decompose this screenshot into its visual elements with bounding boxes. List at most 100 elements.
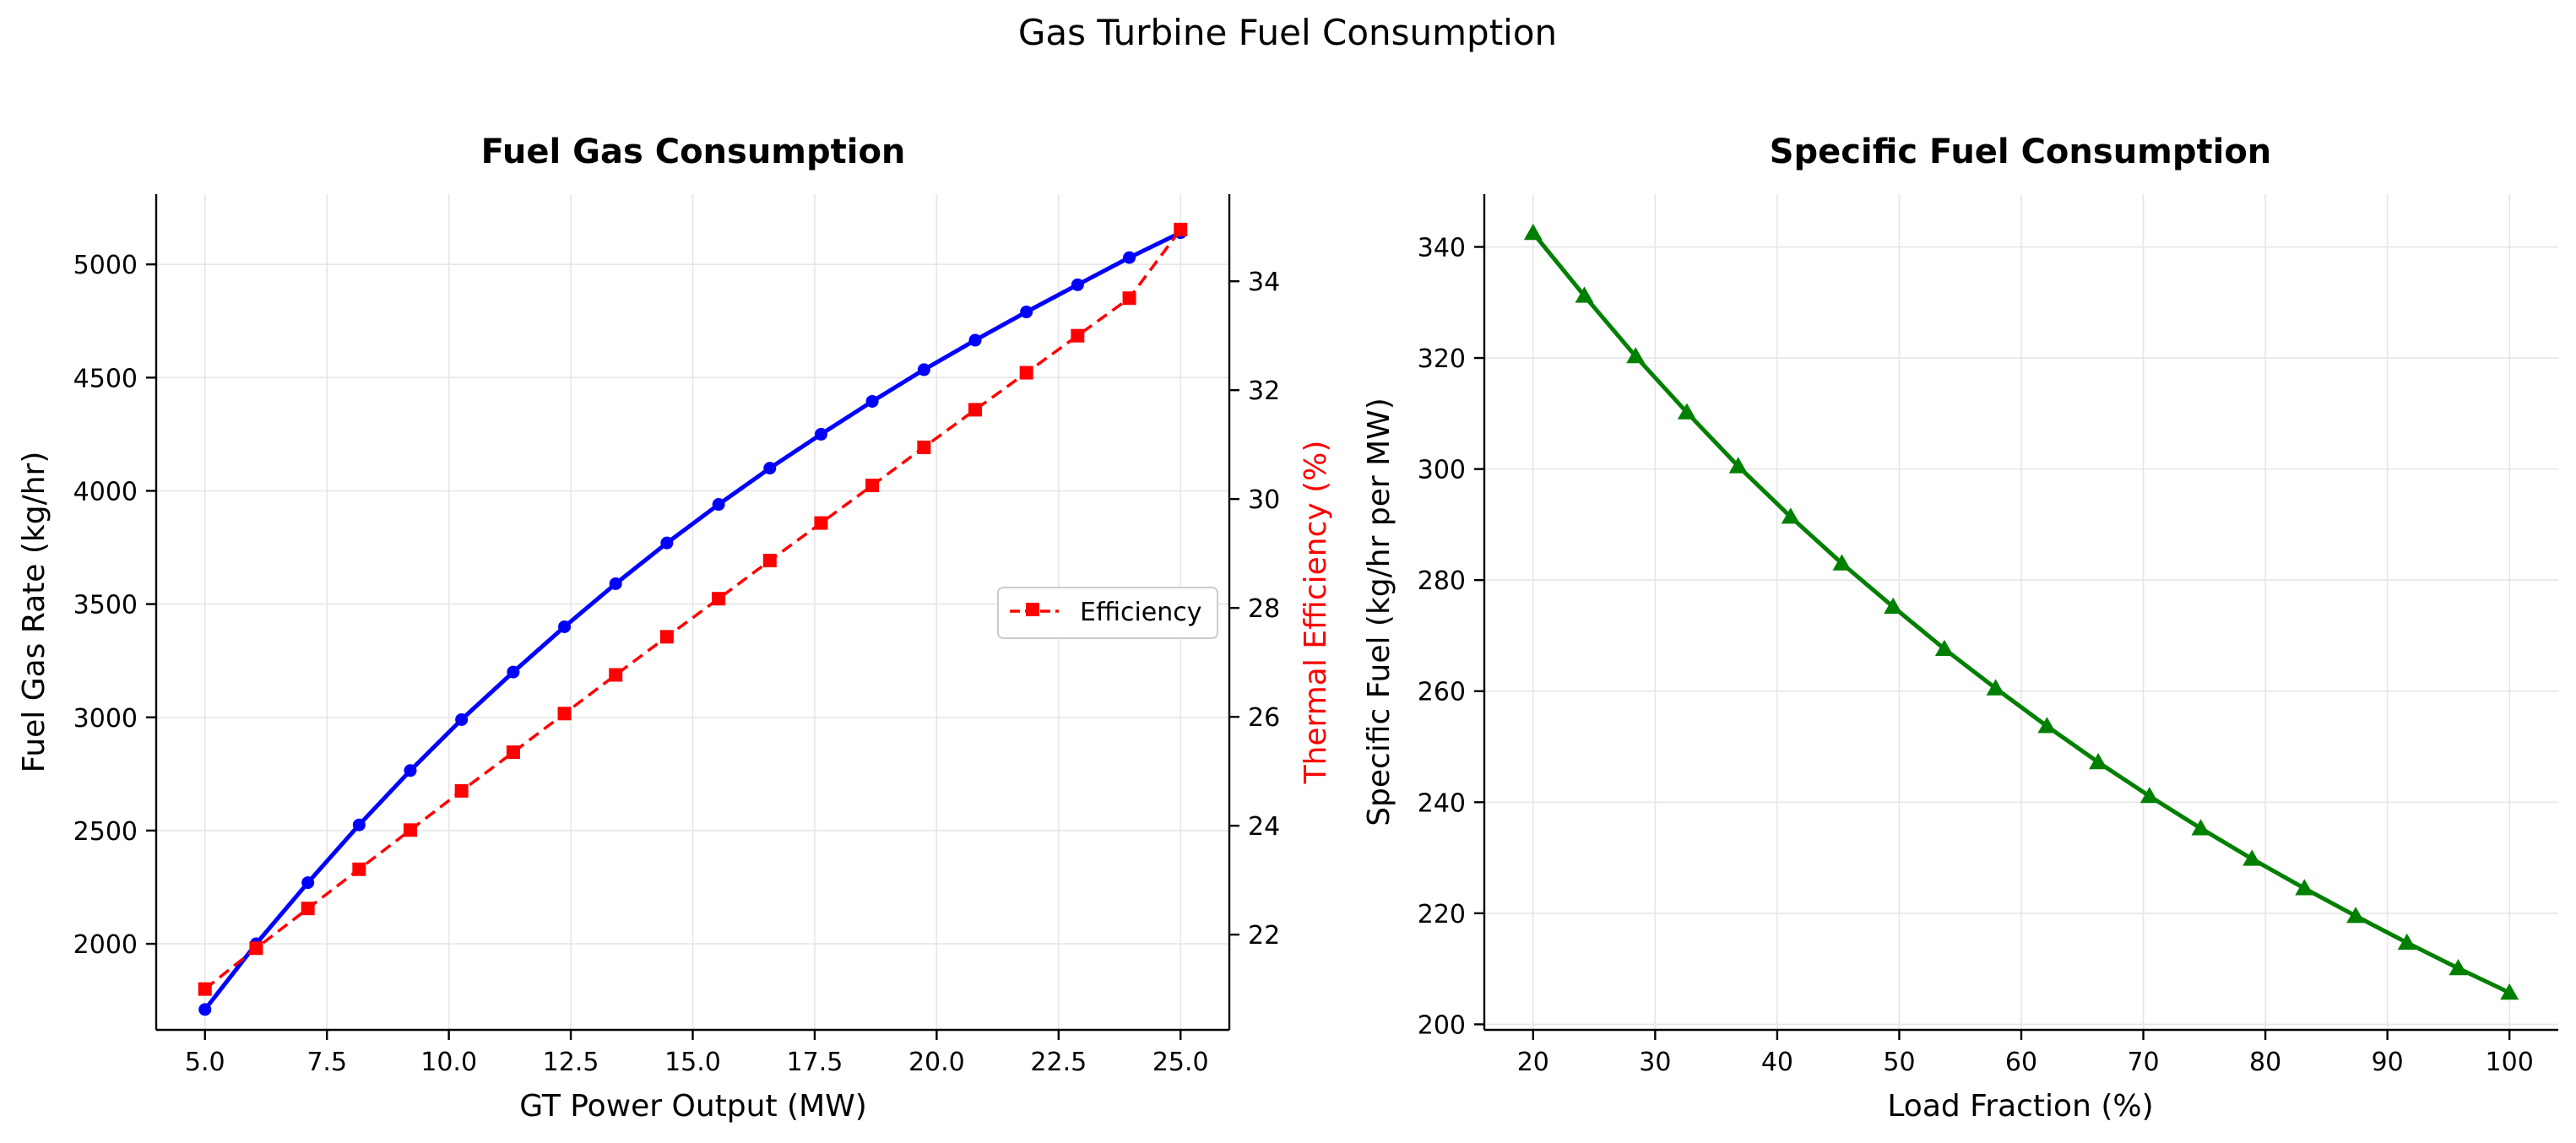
efficiency-point (609, 668, 623, 682)
fuel-gas-y-label: Fuel Gas Rate (kg/hr) (17, 452, 52, 773)
y-tick-label: 3500 (73, 591, 138, 620)
specific-fuel-series (1523, 224, 2519, 1000)
right-series-0-point (2139, 787, 2159, 804)
y-tick-label: 200 (1418, 1010, 1466, 1040)
left-series-0-point (1020, 306, 1033, 319)
efficiency-point (557, 707, 572, 721)
y-tick-label: 3000 (73, 704, 138, 734)
efficiency-point (301, 902, 315, 916)
right-series-0-point (1728, 457, 1748, 474)
x-tick-label: 90 (2372, 1048, 2404, 1077)
x-tick-label: 80 (2249, 1048, 2281, 1077)
left-series-0-point (404, 764, 417, 777)
right-series-0-point (2089, 752, 2108, 770)
right-series-0-point (2397, 933, 2416, 950)
fuel-gas-x-label: GT Power Output (MW) (519, 1089, 867, 1124)
left-series-0-point (660, 536, 674, 550)
y2-tick-label: 28 (1248, 594, 1280, 624)
x-tick-label: 25.0 (1152, 1048, 1209, 1077)
right-series-0-line (1531, 230, 2512, 995)
y-tick-label: 320 (1418, 344, 1466, 374)
efficiency-point (917, 440, 931, 454)
right-series-0-point (1523, 224, 1543, 241)
left-series-0-point (455, 712, 469, 726)
right-series-0-point (1575, 286, 1594, 303)
left-series-0-point (968, 333, 982, 347)
efficiency-point (814, 516, 828, 530)
efficiency-point (198, 982, 212, 996)
efficiency-point (762, 554, 777, 568)
efficiency-point (659, 630, 674, 644)
left-series-0-point (763, 462, 777, 475)
left-series-0-point (301, 876, 315, 890)
y-tick-label: 300 (1418, 456, 1466, 485)
right-series-0-point (1781, 507, 1800, 524)
specific-fuel-y-label: Specific Fuel (kg/hr per MW) (1362, 398, 1396, 826)
y-tick-label: 280 (1418, 566, 1466, 596)
y-tick-label: 4500 (73, 364, 138, 393)
y2-tick-label: 26 (1248, 703, 1280, 733)
efficiency-point (249, 941, 263, 956)
x-tick-label: 12.5 (543, 1048, 599, 1077)
x-tick-label: 60 (2005, 1048, 2037, 1077)
fuel-gas-x-ticks: 5.0 7.5 10.0 12.5 15.0 17.5 20.0 22.5 25.0 (185, 1030, 1209, 1077)
left-series-0-point (712, 498, 725, 512)
y-tick-label: 220 (1418, 900, 1466, 929)
efficiency-point (865, 479, 880, 493)
right-series-0-point (1884, 597, 1903, 614)
x-tick-label: 100 (2486, 1048, 2534, 1077)
y2-tick-label: 22 (1248, 921, 1280, 951)
y-tick-label: 260 (1418, 678, 1466, 707)
x-tick-label: 20.0 (908, 1048, 965, 1077)
efficiency-point (712, 592, 726, 606)
right-series-0-point (2191, 819, 2210, 836)
right-series-0-point (2037, 717, 2057, 734)
figure-title: Gas Turbine Fuel Consumption (1018, 12, 1557, 53)
left-series-0-line (203, 230, 1183, 1012)
y2-tick-label: 30 (1248, 485, 1280, 515)
efficiency-point (1019, 366, 1033, 380)
specific-fuel-panel: Specific Fuel Consumption 20 30 40 50 60 70 80… (1362, 133, 2558, 1124)
specific-fuel-x-ticks: 20 30 40 50 60 70 80 90 100 (1517, 1030, 2534, 1077)
right-series-0-point (1677, 403, 1696, 420)
right-series-0-point (2346, 907, 2366, 924)
left-series-0-point (865, 394, 879, 408)
fuel-gas-panel-title: Fuel Gas Consumption (481, 133, 906, 171)
left-series-0-point (507, 665, 520, 679)
left-series-0-point (1071, 278, 1084, 291)
efficiency-point (1122, 291, 1136, 306)
x-tick-label: 7.5 (306, 1048, 347, 1077)
efficiency-point (506, 745, 520, 760)
y-tick-label: 340 (1418, 233, 1466, 263)
fuel-gas-y-ticks: 2000 2500 3000 3500 4000 4500 5000 (73, 251, 156, 960)
x-tick-label: 20 (1517, 1048, 1549, 1077)
specific-fuel-y-ticks: 200 220 240 260 280 300 320 340 (1418, 233, 1484, 1040)
y-tick-label: 2000 (73, 930, 138, 960)
efficiency-y-ticks: 22 24 26 28 30 32 34 (1229, 268, 1280, 951)
legend-box (997, 587, 1218, 639)
left-series-0-point (609, 577, 622, 590)
legend: Efficiency (997, 587, 1218, 639)
efficiency-point (1071, 328, 1085, 343)
y-tick-label: 240 (1418, 788, 1466, 818)
y-tick-label: 5000 (73, 251, 138, 280)
x-tick-label: 40 (1761, 1048, 1793, 1077)
x-tick-label: 22.5 (1030, 1048, 1087, 1077)
efficiency-point (403, 823, 417, 837)
x-tick-label: 50 (1883, 1048, 1915, 1077)
efficiency-line (203, 228, 1182, 990)
left-series-0-point (917, 363, 930, 376)
legend-efficiency-marker (1026, 603, 1039, 616)
efficiency-point (968, 403, 983, 417)
efficiency-point (454, 783, 469, 798)
right-series-0-point (1626, 347, 1646, 364)
right-series-0-point (1832, 554, 1852, 571)
y-tick-label: 2500 (73, 817, 138, 847)
x-tick-label: 30 (1639, 1048, 1671, 1077)
right-series-0-point (1934, 639, 1954, 656)
left-series-0-point (814, 427, 827, 441)
left-series-0-point (352, 818, 366, 832)
fuel-gas-panel: Fuel Gas Consumption 5.0 7.5 10.0 12.5 15.0 1… (17, 133, 1333, 1124)
right-series-0-point (2500, 983, 2519, 1000)
